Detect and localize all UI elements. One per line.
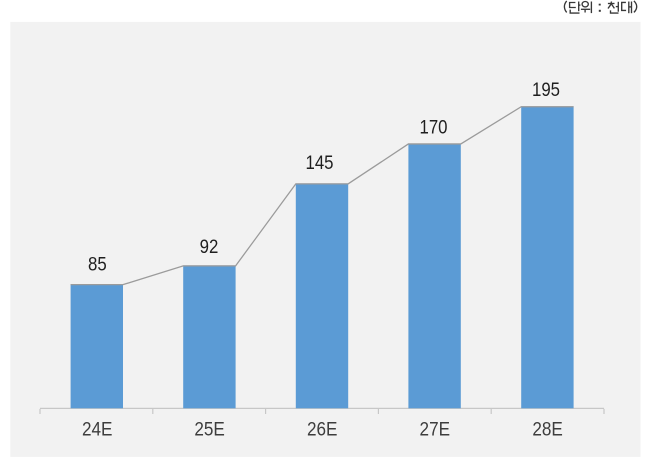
svg-text:25E: 25E	[194, 420, 225, 441]
svg-text:24E: 24E	[82, 420, 113, 441]
svg-text:170: 170	[420, 118, 448, 139]
svg-text:145: 145	[306, 153, 334, 174]
svg-text:195: 195	[532, 80, 560, 101]
svg-text:85: 85	[88, 255, 107, 276]
svg-text:26E: 26E	[307, 420, 338, 441]
svg-text:28E: 28E	[532, 420, 563, 441]
svg-text:27E: 27E	[420, 420, 451, 441]
svg-text:92: 92	[200, 237, 219, 258]
